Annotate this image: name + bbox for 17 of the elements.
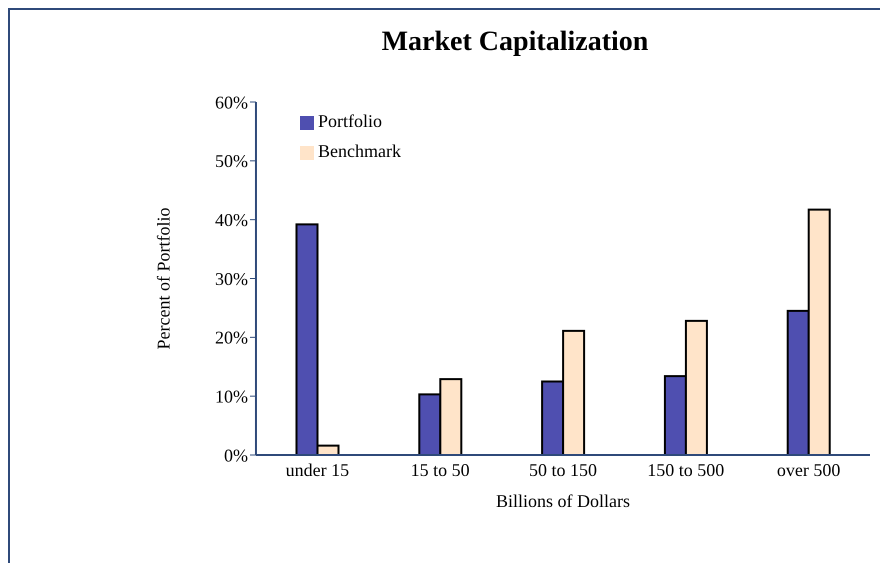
y-tick-label: 10% [214,386,248,407]
x-tick-label: 150 to 500 [647,460,724,480]
y-tick-label: 20% [214,328,248,348]
x-tick-label: under 15 [286,460,350,480]
x-tick-label: over 500 [776,460,840,480]
y-tick-label: 40% [214,210,248,230]
y-tick-label: 60% [214,92,248,112]
y-tick-label: 50% [214,151,248,172]
legend-label: Benchmark [318,141,401,161]
x-axis-title: Billions of Dollars [496,491,630,511]
chart-title: Market Capitalization [380,26,650,58]
y-tick-label: 30% [214,268,248,289]
y-axis-title: Percent of Portfolio [153,208,174,350]
x-tick-label: 50 to 150 [528,460,597,480]
y-tick-label: 0% [224,445,248,466]
x-tick-label: 15 to 50 [410,460,470,480]
legend-label: Portfolio [318,111,382,131]
